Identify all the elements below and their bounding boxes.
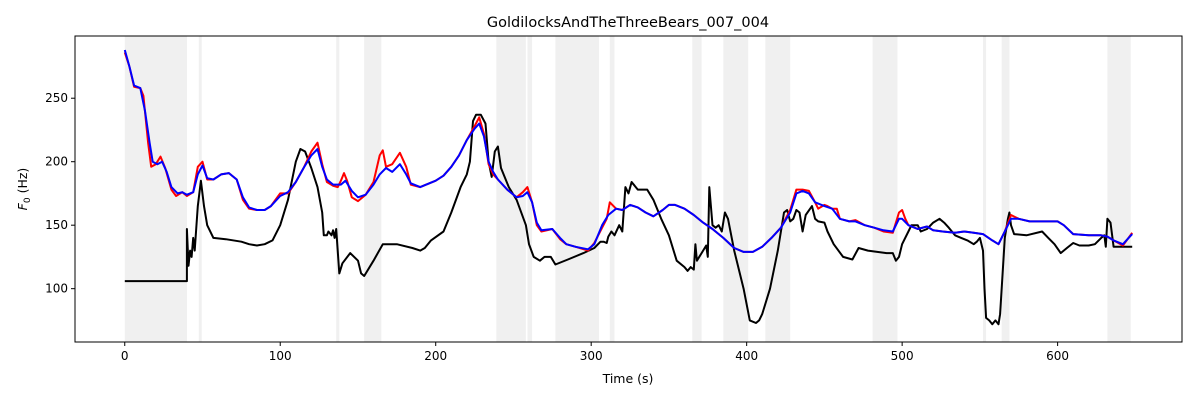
shaded-region (1001, 36, 1010, 342)
y-tick-label: 150 (45, 218, 68, 232)
y-label-base: F (15, 202, 30, 210)
shaded-region (527, 36, 533, 342)
y-axis: 100 150 200 250 (45, 91, 75, 296)
plot-frame (74, 35, 1183, 343)
shaded-region (609, 36, 615, 342)
shaded-region (336, 36, 340, 342)
x-axis-label: Time (s) (602, 371, 654, 386)
y-tick-label: 250 (45, 91, 68, 105)
y-label-rest: (Hz) (15, 168, 30, 198)
series-lines (123, 49, 1134, 326)
shaded-region (872, 36, 898, 342)
shaded-region (555, 36, 599, 342)
x-tick-label: 300 (580, 349, 603, 363)
shaded-region (692, 36, 702, 342)
y-tick-label: 200 (45, 155, 68, 169)
shaded-region (982, 36, 987, 342)
x-tick-label: 100 (269, 349, 292, 363)
shaded-region (765, 36, 791, 342)
series-blue-line (123, 49, 1133, 253)
chart-title: GoldilocksAndTheThreeBears_007_004 (487, 15, 769, 31)
y-label-sub: 0 (23, 197, 33, 203)
x-tick-label: 500 (891, 349, 914, 363)
shaded-region (364, 36, 382, 342)
y-axis-label: F0 (Hz) (15, 168, 33, 211)
x-tick-label: 400 (735, 349, 758, 363)
shaded-regions (124, 36, 1131, 342)
x-tick-label: 600 (1046, 349, 1069, 363)
x-tick-label: 0 (121, 349, 129, 363)
y-tick-label: 100 (45, 282, 68, 296)
x-tick-label: 200 (424, 349, 447, 363)
x-axis: 0 100 200 300 400 500 600 (121, 342, 1069, 363)
shaded-region (1107, 36, 1131, 342)
series-black-line (124, 113, 1133, 326)
